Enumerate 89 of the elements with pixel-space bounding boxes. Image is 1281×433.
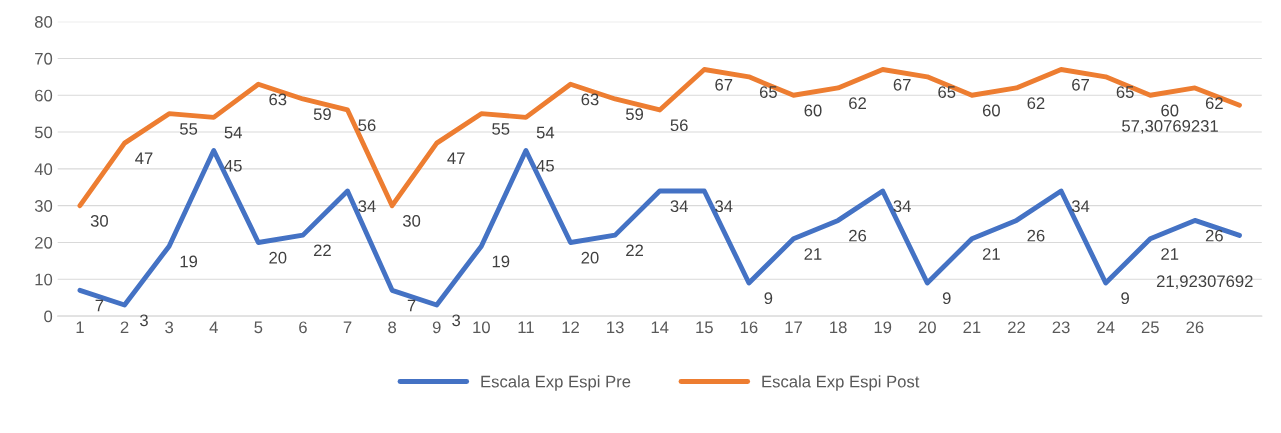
legend-label: Escala Exp Espi Pre: [481, 375, 631, 391]
data-label: 67: [893, 78, 911, 91]
x-tick-label: 16: [740, 321, 758, 334]
x-tick-label: 6: [299, 321, 307, 334]
data-label: 34: [358, 200, 376, 213]
data-label: 9: [942, 292, 951, 305]
data-label: 65: [938, 86, 956, 98]
data-label: 26: [1205, 229, 1223, 242]
data-label: 19: [180, 255, 198, 268]
data-label: 7: [95, 299, 104, 312]
data-label: 54: [224, 126, 242, 139]
data-label: 54: [536, 126, 555, 139]
data-label: 20: [269, 251, 287, 264]
x-tick-label: 9: [432, 321, 441, 334]
x-tick-label: 3: [165, 321, 174, 334]
data-label: 34: [670, 200, 688, 213]
data-label: 34: [715, 200, 733, 213]
x-tick-label: 14: [651, 321, 669, 334]
data-label: 20: [581, 251, 599, 264]
x-tick-label: 25: [1141, 321, 1159, 334]
y-tick-label: 70: [35, 52, 53, 65]
x-tick-label: 12: [562, 321, 579, 334]
data-label: 63: [581, 93, 599, 106]
x-tick-label: 13: [607, 321, 624, 334]
data-label: 26: [849, 229, 867, 242]
data-label: 67: [1072, 78, 1089, 91]
legend-label: Escala Exp Espi Post: [762, 375, 920, 391]
x-tick-label: 24: [1097, 321, 1115, 334]
data-label: 45: [536, 159, 554, 172]
y-tick-label: 60: [35, 89, 53, 102]
x-tick-label: 26: [1186, 321, 1204, 334]
x-tick-label: 10: [473, 321, 490, 334]
y-tick-label: 10: [35, 273, 53, 286]
data-label: 9: [764, 292, 773, 305]
data-label: 30: [90, 215, 109, 227]
y-tick-label: 0: [44, 310, 53, 323]
x-tick-label: 5: [254, 321, 263, 334]
y-tick-label: 40: [34, 163, 53, 176]
data-label: 62: [849, 97, 866, 110]
data-label: 55: [179, 123, 198, 135]
data-label: 59: [625, 108, 644, 121]
x-tick-label: 8: [388, 321, 397, 334]
data-label: 59: [313, 108, 331, 121]
x-tick-label: 1: [76, 321, 84, 334]
data-label: 21: [1161, 248, 1179, 260]
data-label: 22: [626, 244, 643, 257]
data-label: 55: [492, 123, 510, 135]
data-label: 63: [269, 93, 287, 106]
data-label: 19: [492, 255, 510, 268]
x-tick-label: 21: [963, 321, 981, 334]
data-label: 62: [1027, 97, 1045, 110]
x-tick-label: 23: [1052, 321, 1070, 334]
data-label: 56: [670, 119, 688, 132]
x-tick-label: 4: [209, 321, 218, 334]
x-tick-label: 2: [120, 321, 129, 334]
x-tick-label: 15: [696, 321, 713, 334]
data-label: 57,30769231: [1122, 120, 1218, 134]
data-label: 26: [1027, 229, 1045, 242]
data-label: 60: [804, 104, 822, 117]
data-label: 65: [1116, 86, 1134, 98]
x-tick-label: 20: [918, 321, 936, 334]
data-label: 21: [804, 248, 822, 260]
data-label: 22: [313, 244, 331, 257]
y-tick-label: 50: [34, 126, 53, 139]
data-label: 9: [1121, 292, 1129, 305]
data-label: 34: [1071, 200, 1090, 213]
data-label: 7: [407, 299, 416, 312]
y-tick-label: 20: [35, 236, 53, 249]
y-tick-label: 30: [34, 200, 53, 212]
data-label: 60: [1161, 104, 1179, 117]
y-tick-label: 80: [34, 16, 53, 28]
data-label: 56: [358, 119, 376, 132]
x-tick-label: 19: [874, 321, 892, 334]
x-tick-label: 11: [518, 321, 534, 334]
x-tick-label: 18: [830, 321, 847, 334]
data-label: 21: [982, 248, 1000, 260]
x-tick-label: 22: [1008, 321, 1025, 334]
data-label: 30: [402, 215, 421, 227]
data-label: 45: [224, 159, 242, 172]
x-tick-label: 7: [343, 321, 352, 334]
data-label: 67: [715, 78, 733, 91]
data-label: 47: [135, 152, 153, 165]
data-label: 34: [893, 200, 911, 213]
data-label: 62: [1205, 97, 1223, 110]
data-label: 21,92307692: [1156, 275, 1253, 290]
x-tick-label: 17: [785, 321, 802, 334]
data-label: 65: [759, 86, 777, 98]
data-label: 47: [447, 152, 465, 165]
data-label: 60: [982, 104, 1000, 117]
